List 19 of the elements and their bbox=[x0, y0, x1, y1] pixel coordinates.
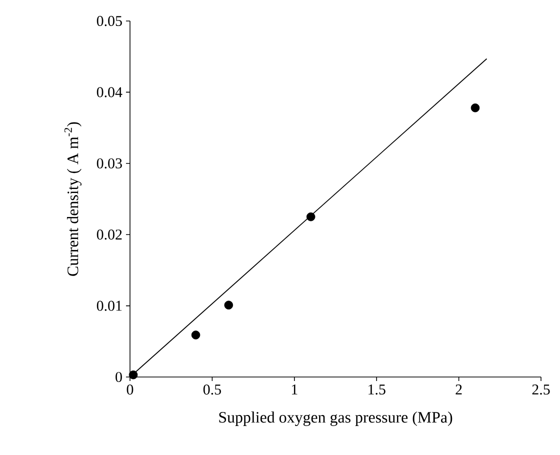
y-tick-label: 0.02 bbox=[96, 230, 122, 240]
x-axis-title: Supplied oxygen gas pressure (MPa) bbox=[219, 411, 452, 426]
point bbox=[224, 300, 234, 310]
y-tick-label: 0.04 bbox=[96, 87, 122, 98]
point bbox=[470, 103, 480, 112]
x-tick-label: 0.5 bbox=[203, 384, 221, 395]
x-tick-label: 2 bbox=[456, 384, 462, 394]
x-tick-label: 1.5 bbox=[368, 384, 386, 395]
y-tick-label: 0.03 bbox=[96, 158, 122, 168]
point bbox=[191, 330, 200, 340]
y-tick-label: 0.01 bbox=[96, 300, 122, 311]
y-tick-label: 0.05 bbox=[96, 16, 122, 26]
point bbox=[306, 212, 316, 222]
y-axis-title: Current density ( A m$^{-2}$) bbox=[64, 122, 82, 276]
x-tick-label: 1 bbox=[292, 384, 298, 394]
x-tick-label: 0 bbox=[126, 384, 134, 395]
point bbox=[128, 370, 138, 380]
x-tick-label: 2.5 bbox=[532, 384, 550, 395]
y-tick-label: 0 bbox=[116, 372, 122, 382]
